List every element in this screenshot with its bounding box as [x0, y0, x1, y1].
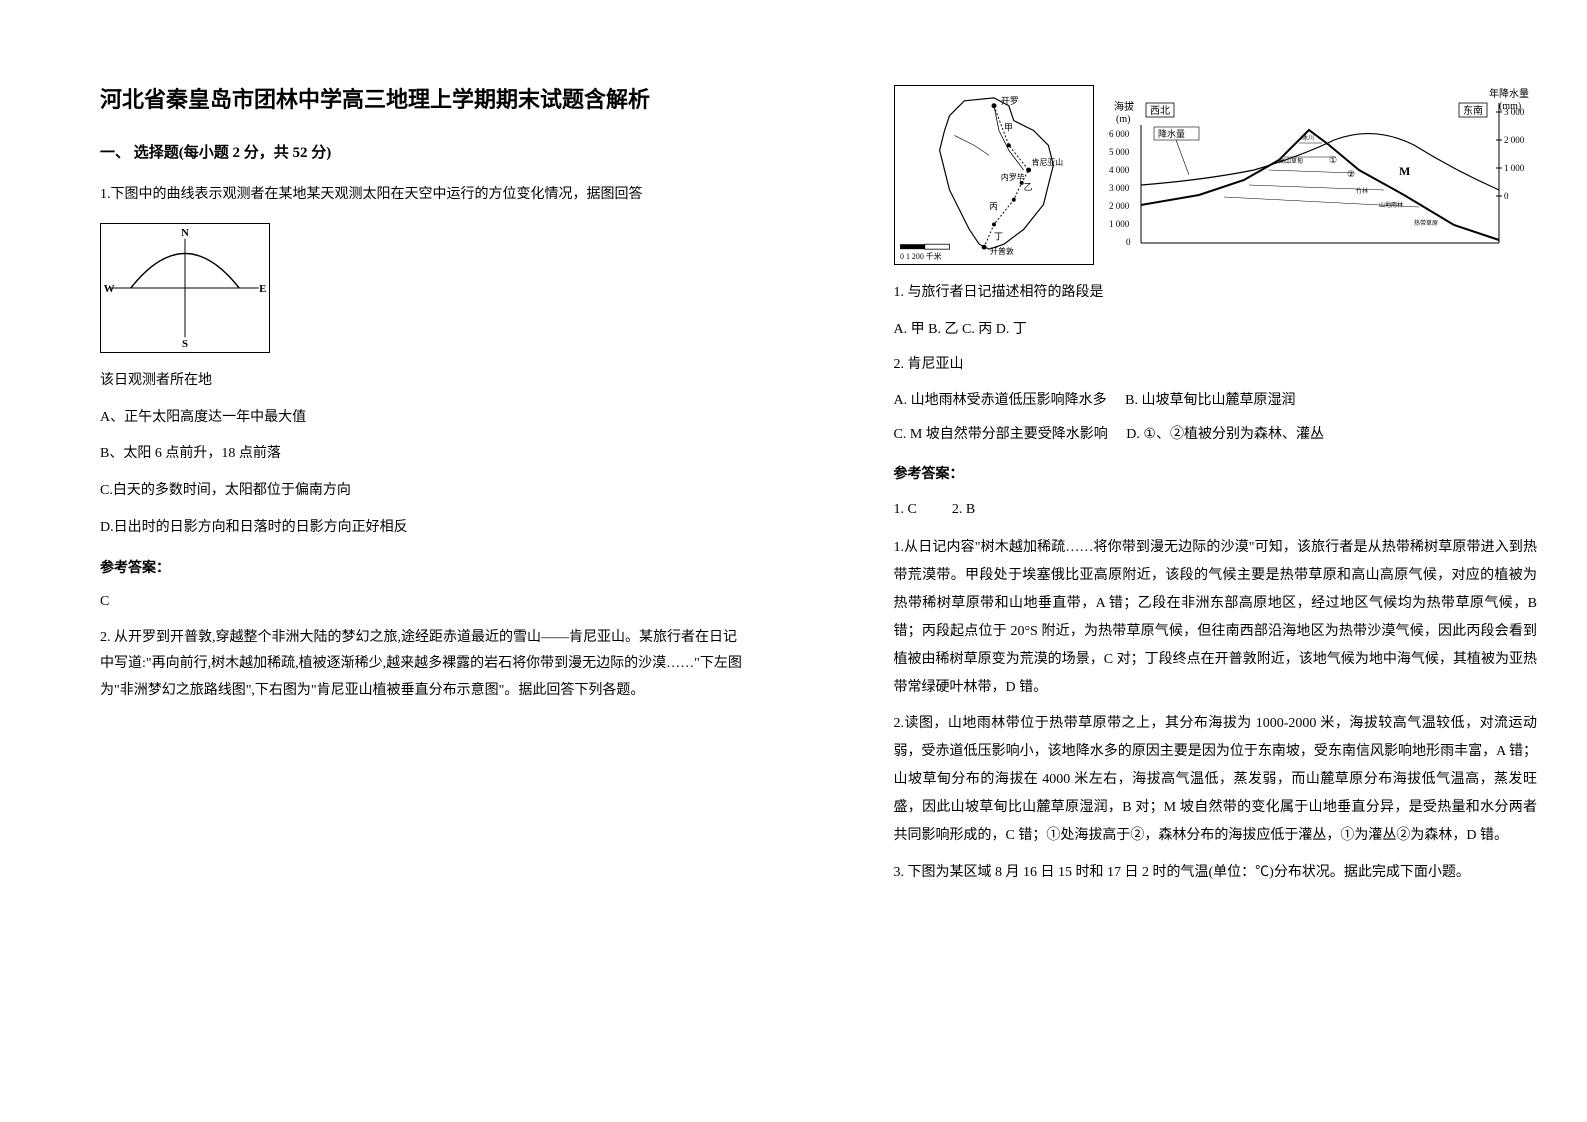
right-page: 开罗 甲 肯尼亚山 内罗毕 乙 丙 丁 开普敦 0 1 200 千米 海拔 (m…	[794, 0, 1587, 1122]
svg-text:竹林: 竹林	[1356, 187, 1368, 195]
svg-text:4 000: 4 000	[1109, 165, 1130, 175]
svg-text:年降水量: 年降水量	[1489, 87, 1529, 100]
svg-text:丁: 丁	[994, 231, 1003, 241]
svg-text:3 000: 3 000	[1504, 107, 1525, 117]
document-title: 河北省秦皇岛市团林中学高三地理上学期期末试题含解析	[100, 80, 744, 120]
svg-text:丙: 丙	[989, 202, 998, 212]
svg-text:2 000: 2 000	[1504, 135, 1525, 145]
q2-sub2-opt-b: B. 山坡草甸比山麓草原湿润	[1125, 393, 1295, 408]
svg-text:甲: 甲	[1003, 123, 1012, 133]
svg-text:东南: 东南	[1463, 104, 1483, 117]
svg-text:0: 0	[1504, 191, 1509, 201]
q1-option-d: D.日出时的日影方向和日落时的日影方向正好相反	[100, 515, 744, 542]
q1-option-b: B、太阳 6 点前升，18 点前落	[100, 441, 744, 468]
svg-text:1 000: 1 000	[1109, 219, 1130, 229]
svg-text:①: ①	[1329, 155, 1337, 165]
svg-text:高山草甸: 高山草甸	[1279, 157, 1303, 165]
q2-sub2-prompt: 2. 肯尼亚山	[894, 352, 1538, 379]
q1-answer-label: 参考答案：	[100, 556, 744, 581]
svg-text:海拔: 海拔	[1114, 100, 1134, 113]
q2-answers: 1. C 2. B	[894, 497, 1538, 524]
left-page: 河北省秦皇岛市团林中学高三地理上学期期末试题含解析 一、 选择题(每小题 2 分…	[0, 0, 794, 1122]
compass-s: S	[182, 338, 188, 350]
q1-option-c: C.白天的多数时间，太阳都位于偏南方向	[100, 478, 744, 505]
svg-text:②: ②	[1347, 169, 1355, 179]
svg-text:0: 0	[1126, 237, 1131, 247]
svg-text:5 000: 5 000	[1109, 147, 1130, 157]
svg-text:1 000: 1 000	[1504, 163, 1525, 173]
compass-svg: N S W E	[101, 224, 269, 352]
svg-text:6 000: 6 000	[1109, 129, 1130, 139]
svg-text:2 000: 2 000	[1109, 201, 1130, 211]
q1-prompt: 1.下图中的曲线表示观测者在某地某天观测太阳在天空中运行的方位变化情况，据图回答	[100, 182, 744, 209]
q2-explain1: 1.从日记内容"树木越加稀疏……将你带到漫无边际的沙漠"可知，该旅行者是从热带稀…	[894, 534, 1538, 702]
svg-text:肯尼亚山: 肯尼亚山	[1031, 157, 1063, 167]
q2-sub2-opt-d: D. ①、②植被分别为森林、灌丛	[1126, 427, 1324, 442]
svg-text:(m): (m)	[1116, 114, 1130, 125]
compass-diagram: N S W E	[100, 223, 270, 353]
q2-sub2-options: A. 山地雨林受赤道低压影响降水多 B. 山坡草甸比山麓草原湿润	[894, 388, 1538, 413]
q2-sub2-opt-c: C. M 坡自然带分部主要受降水影响	[894, 427, 1108, 442]
q1-answer: C	[100, 589, 744, 614]
section-header: 一、 选择题(每小题 2 分，共 52 分)	[100, 140, 744, 167]
svg-text:热带草原: 热带草原	[1414, 219, 1438, 227]
svg-text:乙: 乙	[1023, 182, 1032, 192]
q2-sub2-opt-a: A. 山地雨林受赤道低压影响降水多	[894, 393, 1107, 408]
svg-text:内罗毕: 内罗毕	[1000, 172, 1024, 182]
q2-sub1-options: A. 甲 B. 乙 C. 丙 D. 丁	[894, 317, 1538, 342]
svg-text:西北: 西北	[1150, 105, 1170, 117]
compass-e: E	[259, 283, 266, 295]
africa-map: 开罗 甲 肯尼亚山 内罗毕 乙 丙 丁 开普敦 0 1 200 千米	[894, 85, 1094, 265]
q2-prompt: 2. 从开罗到开普敦,穿越整个非洲大陆的梦幻之旅,途经距赤道最近的雪山——肯尼亚…	[100, 625, 744, 705]
compass-n: N	[181, 227, 189, 239]
q1-option-a: A、正午太阳高度达一年中最大值	[100, 405, 744, 432]
svg-text:冰川: 冰川	[1302, 134, 1314, 142]
q2-answer-label: 参考答案：	[894, 462, 1538, 487]
svg-text:3 000: 3 000	[1109, 183, 1130, 193]
q3-prompt: 3. 下图为某区域 8 月 16 日 15 时和 17 日 2 时的气温(单位：…	[894, 860, 1538, 887]
q2-sub2-options-2: C. M 坡自然带分部主要受降水影响 D. ①、②植被分别为森林、灌丛	[894, 422, 1538, 447]
q2-explain2: 2.读图，山地雨林带位于热带草原带之上，其分布海拔为 1000-2000 米，海…	[894, 710, 1538, 850]
svg-text:0 1 200 千米: 0 1 200 千米	[900, 251, 942, 261]
q2-sub1-prompt: 1. 与旅行者日记描述相符的路段是	[894, 280, 1538, 307]
svg-text:开罗: 开罗	[1000, 96, 1018, 106]
svg-text:开普敦: 开普敦	[990, 246, 1014, 256]
compass-w: W	[104, 283, 115, 295]
svg-text:M: M	[1399, 164, 1410, 178]
elevation-chart: 海拔 (m) 年降水量 (mm) 西北 东南 6 000 5 000 4 000…	[1104, 85, 1534, 265]
svg-text:降水量: 降水量	[1158, 128, 1185, 139]
map-container: 开罗 甲 肯尼亚山 内罗毕 乙 丙 丁 开普敦 0 1 200 千米 海拔 (m…	[894, 85, 1538, 265]
q1-sub-prompt: 该日观测者所在地	[100, 368, 744, 395]
